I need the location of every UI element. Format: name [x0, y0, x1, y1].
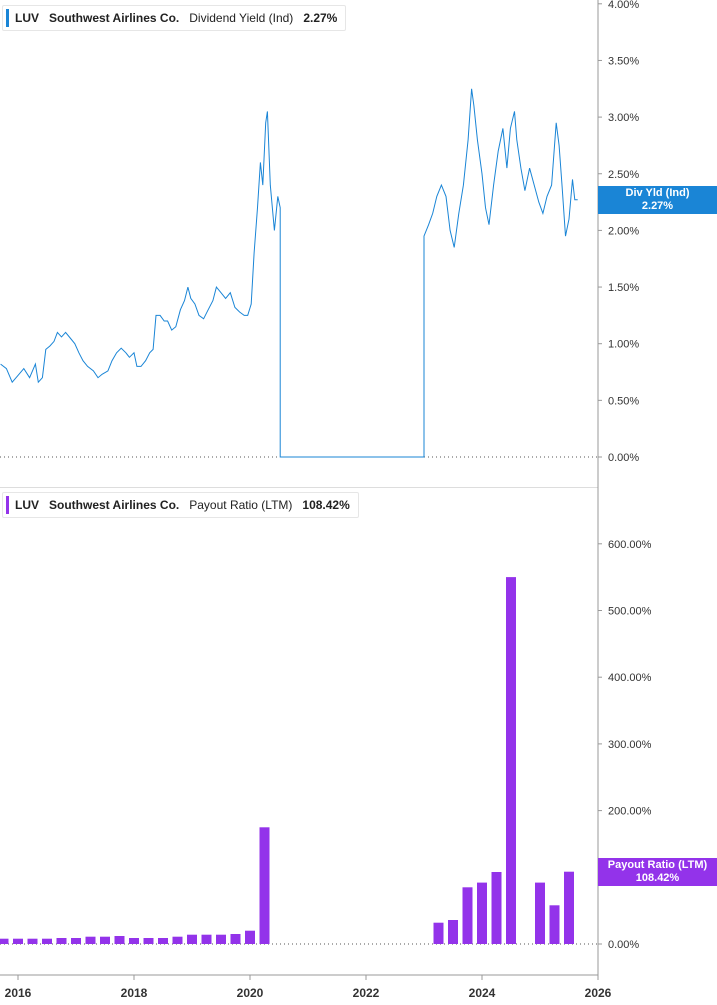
payout-bar: [535, 882, 545, 944]
payout-bar: [71, 938, 81, 944]
legend-ticker: LUV: [15, 11, 39, 25]
payout-ratio-bars: [0, 577, 574, 944]
tag-value: 108.42%: [635, 872, 680, 884]
payout-bar: [448, 920, 458, 944]
x-tick-label: 2026: [585, 986, 612, 1000]
payout-bar: [13, 938, 23, 944]
legend-value: 108.42%: [302, 498, 350, 512]
y-tick-label: 400.00%: [608, 672, 652, 684]
y-tick-label: 300.00%: [608, 739, 652, 751]
x-axis: 2016 2018 2020 2022 2024 2026: [0, 974, 612, 1000]
x-tick-label: 2020: [237, 986, 264, 1000]
y-tick-label: 0.00%: [608, 452, 639, 464]
tag-label: Div Yld (Ind): [625, 187, 690, 199]
payout-bar: [549, 905, 560, 944]
payout-bar: [85, 936, 96, 944]
x-tick-label: 2022: [353, 986, 380, 1000]
y-tick-label: 500.00%: [608, 606, 652, 618]
payout-bar: [462, 887, 473, 944]
y-tick-label: 0.50%: [608, 395, 639, 407]
payout-bar: [42, 938, 52, 944]
y-tick-label: 3.50%: [608, 55, 639, 67]
payout-bar: [56, 938, 67, 944]
payout-current-value-tag: Payout Ratio (LTM) 108.42%: [598, 858, 717, 886]
payout-bar: [433, 922, 444, 944]
payout-bar: [187, 934, 197, 944]
payout-y-axis: 0.00%100.00%200.00%300.00%400.00%500.00%…: [598, 539, 652, 951]
payout-bar: [129, 938, 139, 944]
x-tick-label: 2018: [121, 986, 148, 1000]
payout-bar: [216, 934, 226, 944]
payout-bar: [230, 934, 241, 944]
payout-ratio-panel: 0.00%100.00%200.00%300.00%400.00%500.00%…: [0, 539, 652, 951]
x-tick-label: 2024: [469, 986, 496, 1000]
payout-bar: [172, 936, 183, 944]
legend-metric: Dividend Yield (Ind): [189, 11, 294, 25]
legend-ticker: LUV: [15, 498, 39, 512]
payout-bar: [100, 936, 110, 944]
dividend-yield-panel: 0.00% 0.50% 1.00% 1.50% 2.00% 2.50% 3.00% 3.50%…: [0, 0, 639, 464]
legend-company: Southwest Airlines Co.: [49, 11, 180, 25]
payout-bar: [477, 882, 487, 944]
y-tick-label: 4.00%: [608, 0, 639, 11]
dividend-yield-line: [0, 88, 578, 458]
y-tick-label: 1.00%: [608, 339, 639, 351]
x-tick-label: 2016: [5, 986, 32, 1000]
payout-swatch: [6, 496, 9, 514]
legend-value: 2.27%: [303, 11, 338, 25]
legend-metric: Payout Ratio (LTM): [189, 498, 293, 512]
y-tick-label: 2.50%: [608, 169, 639, 181]
y-tick-label: 600.00%: [608, 539, 652, 551]
yield-current-value-tag: Div Yld (Ind) 2.27%: [598, 186, 717, 214]
tag-value: 2.27%: [641, 200, 674, 212]
yield-y-axis: 0.00% 0.50% 1.00% 1.50% 2.00% 2.50% 3.00% 3.50%…: [598, 0, 639, 464]
yield-swatch: [6, 9, 9, 27]
legend-payout-ratio: LUV Southwest Airlines Co. Payout Ratio …: [2, 492, 359, 518]
y-tick-label: 2.00%: [608, 225, 639, 237]
legend-dividend-yield: LUV Southwest Airlines Co. Dividend Yiel…: [2, 5, 347, 31]
payout-bar: [0, 938, 9, 944]
payout-bar: [564, 871, 574, 944]
payout-bar: [245, 930, 255, 944]
payout-bar: [506, 577, 516, 944]
payout-bar: [114, 936, 125, 944]
y-tick-label: 0.00%: [608, 939, 639, 951]
payout-bar: [158, 938, 168, 944]
tag-label: Payout Ratio (LTM): [607, 859, 708, 871]
payout-bar: [201, 934, 212, 944]
legend-company: Southwest Airlines Co.: [49, 498, 180, 512]
payout-bar: [491, 872, 502, 944]
payout-bar: [27, 938, 38, 944]
y-tick-label: 200.00%: [608, 806, 652, 818]
y-tick-label: 3.00%: [608, 112, 639, 124]
payout-bar: [259, 827, 270, 944]
payout-bar: [143, 938, 154, 944]
y-tick-label: 1.50%: [608, 282, 639, 294]
